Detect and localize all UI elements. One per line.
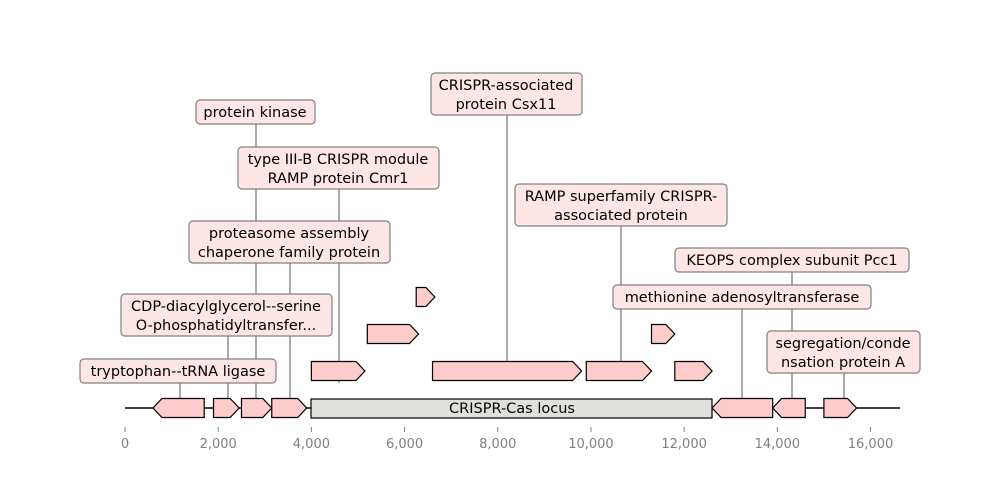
axis-tick-label: 14,000: [755, 437, 801, 452]
axis-tick-label: 0: [121, 437, 129, 452]
axis-tick-label: 4,000: [293, 437, 330, 452]
gene-arrow: [674, 360, 713, 382]
gene-arrow: [310, 360, 366, 382]
axis-tick-label: 2,000: [200, 437, 237, 452]
svg-text:nsation protein A: nsation protein A: [781, 355, 905, 371]
gene-arrow: [212, 397, 240, 419]
genes-layer: [152, 286, 858, 419]
gene-label: proteasome assembly chaperone family pro…: [188, 220, 391, 264]
gene-arrow: [271, 397, 308, 419]
crispr-locus-label: CRISPR-Cas locus: [449, 401, 575, 417]
gene-arrow: [415, 286, 436, 308]
gene-arrow: [240, 397, 273, 419]
gene-label: segregation/conde nsation protein A: [766, 330, 921, 374]
gene-label: RAMP superfamily CRISPR- associated prot…: [514, 183, 728, 227]
gene-arrow: [771, 397, 806, 419]
axis-tick-label: 6,000: [386, 437, 423, 452]
svg-text:chaperone family protein: chaperone family protein: [198, 245, 380, 261]
svg-text:O-phosphatidyltransfer...: O-phosphatidyltransfer...: [136, 318, 316, 334]
svg-text:protein kinase: protein kinase: [203, 105, 306, 121]
gene-arrow: [823, 397, 858, 419]
gene-label: CDP-diacylglycerol--serine O-phosphatidy…: [120, 293, 333, 337]
x-axis: 0 2,000 4,000 6,000 8,000 10,000 12,000 14,000 1…: [121, 427, 893, 452]
svg-text:type III-B CRISPR module: type III-B CRISPR module: [248, 152, 429, 168]
svg-text:associated protein: associated protein: [554, 208, 688, 224]
gene-arrow: [152, 397, 205, 419]
gene-label: tryptophan--tRNA ligase: [79, 358, 277, 384]
axis-tick-label: 10,000: [568, 437, 614, 452]
gene-label: CRISPR-associated protein Csx11: [430, 72, 583, 116]
svg-text:tryptophan--tRNA ligase: tryptophan--tRNA ligase: [91, 364, 266, 380]
gene-arrow: [585, 360, 653, 382]
gene-label: type III-B CRISPR module RAMP protein Cm…: [237, 146, 440, 190]
axis-tick-label: 16,000: [848, 437, 894, 452]
axis-tick-label: 12,000: [661, 437, 707, 452]
gene-label: KEOPS complex subunit Pcc1: [674, 247, 910, 273]
svg-text:protein Csx11: protein Csx11: [456, 97, 557, 113]
svg-text:CRISPR-associated: CRISPR-associated: [439, 78, 574, 94]
gene-arrow: [366, 323, 420, 345]
svg-text:RAMP superfamily CRISPR-: RAMP superfamily CRISPR-: [525, 189, 718, 205]
svg-text:CDP-diacylglycerol--serine: CDP-diacylglycerol--serine: [131, 299, 321, 315]
gene-arrow: [431, 360, 583, 382]
svg-text:RAMP protein Cmr1: RAMP protein Cmr1: [268, 171, 409, 187]
gene-arrow: [711, 397, 774, 419]
axis-tick-label: 8,000: [479, 437, 516, 452]
svg-text:segregation/conde: segregation/conde: [775, 336, 910, 352]
svg-text:KEOPS complex subunit Pcc1: KEOPS complex subunit Pcc1: [686, 253, 897, 269]
gene-label: methionine adenosyltransferase: [612, 284, 872, 310]
gene-arrow: [650, 323, 676, 345]
svg-text:proteasome assembly: proteasome assembly: [209, 226, 370, 242]
svg-text:methionine adenosyltransferase: methionine adenosyltransferase: [625, 290, 860, 306]
gene-label: protein kinase: [195, 99, 316, 125]
